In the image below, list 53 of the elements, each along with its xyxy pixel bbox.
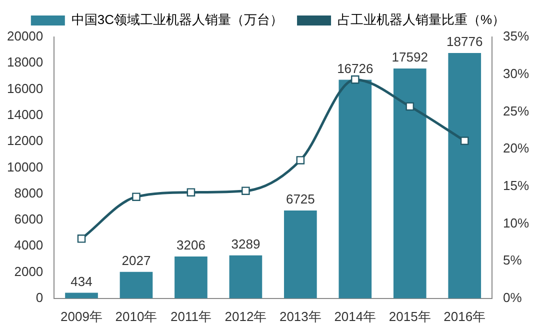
y2-tick-label: 0%: [502, 290, 522, 305]
bar: [284, 210, 317, 298]
data-label: 3206: [176, 238, 206, 253]
y2-tick-label: 15%: [502, 178, 530, 193]
y2-tick-label: 10%: [502, 215, 530, 230]
bar: [174, 256, 208, 298]
y-tick-label: 2000: [14, 264, 44, 279]
y2-tick-label: 20%: [502, 140, 530, 156]
point: [132, 192, 140, 201]
point: [242, 186, 250, 195]
bar: [229, 255, 262, 298]
data-label: 3289: [231, 236, 260, 252]
y-tick-label: 10000: [6, 159, 44, 174]
y2-tick-label: 25%: [502, 103, 530, 118]
x-tick-label: 2009年: [60, 308, 102, 324]
y-tick-label: 8000: [14, 185, 44, 200]
y-tick-label: 18000: [6, 54, 44, 70]
x-tick-label: 2016年: [444, 308, 486, 324]
y-tick-label: 14000: [6, 107, 44, 122]
x-tick-label: 2012年: [224, 308, 267, 324]
data-label: 2027: [122, 252, 151, 268]
bar: [120, 272, 153, 298]
x-tick-label: 2011年: [170, 308, 212, 324]
bar: [393, 68, 426, 298]
y-tick-label: 16000: [6, 80, 44, 96]
legend-label: 中国3C领域工业机器人销量（万台）: [71, 12, 284, 28]
bar: [448, 53, 482, 298]
x-tick-label: 2013年: [279, 308, 322, 324]
x-tick-label: 2010年: [115, 308, 158, 324]
y-tick-label: 4000: [14, 238, 44, 253]
y-tick-label: 6000: [14, 212, 44, 227]
bar: [65, 292, 98, 298]
point: [351, 75, 360, 84]
x-tick-label: 2014年: [334, 308, 376, 324]
y-tick-label: 20000: [6, 28, 44, 44]
y-tick-label: 0: [36, 290, 44, 305]
data-label: 434: [70, 274, 92, 289]
data-label: 16726: [337, 60, 374, 76]
bar: [338, 80, 372, 298]
point: [460, 136, 469, 145]
data-label: 6725: [286, 192, 315, 207]
point: [296, 156, 305, 164]
point: [186, 188, 196, 196]
legend-label: 占工业机器人销量比重（%）: [338, 12, 506, 28]
y2-tick-label: 35%: [502, 28, 530, 44]
point: [406, 102, 414, 111]
x-tick-label: 2015年: [388, 308, 431, 324]
y-tick-label: 12000: [6, 133, 44, 148]
y2-tick-label: 5%: [502, 252, 522, 268]
point: [77, 234, 86, 243]
data-label: 18776: [446, 34, 483, 50]
data-label: 17592: [392, 50, 428, 65]
y2-tick-label: 30%: [502, 66, 530, 81]
